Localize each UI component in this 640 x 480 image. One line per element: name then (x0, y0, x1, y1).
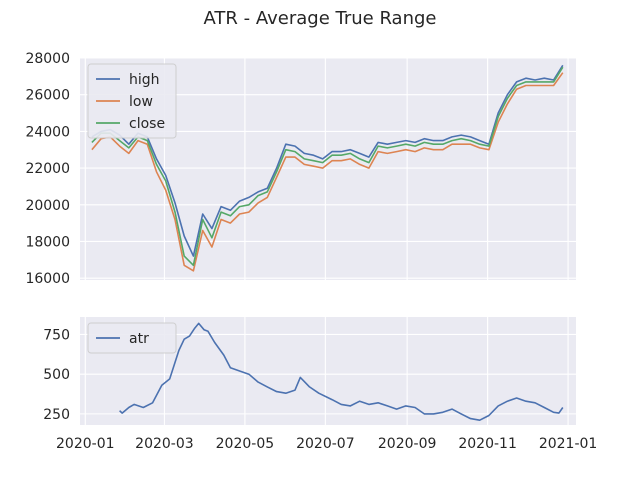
series-line-high (91, 64, 564, 257)
legend-label-high: high (129, 72, 160, 88)
price-ytick-label: 20000 (25, 198, 70, 214)
legend-label-low: low (129, 94, 153, 110)
atr-ytick-label: 250 (43, 407, 70, 423)
price-ytick-label: 16000 (25, 271, 70, 287)
series-line-atr (119, 322, 564, 421)
xtick-label-2020-03: 2020-03 (135, 436, 194, 452)
price-ytick-label: 26000 (25, 88, 70, 104)
price-ytick-label: 22000 (25, 161, 70, 177)
atr-legend-box (87, 322, 177, 354)
legend-label-close: close (129, 116, 165, 132)
atr-legend: atr (87, 322, 177, 354)
xtick-label-2020-01: 2020-01 (56, 436, 115, 452)
series-line-close (91, 66, 564, 267)
atr-ytick-label: 750 (43, 327, 70, 343)
price-legend-box (87, 63, 177, 139)
xtick-label-2020-05: 2020-05 (216, 436, 275, 452)
price-legend: high low close (87, 63, 177, 139)
xtick-label-2021-01: 2021-01 (539, 436, 598, 452)
price-ytick-label: 28000 (25, 51, 70, 67)
atr-panel: 250 500 750 atr (43, 317, 576, 425)
atr-ytick-label: 500 (43, 367, 70, 383)
price-ytick-label: 18000 (25, 234, 70, 250)
chart-title: ATR - Average True Range (204, 8, 437, 29)
series-line-low (91, 72, 564, 272)
price-panel: 16000 18000 20000 22000 24000 26000 28000 high l… (25, 51, 576, 287)
xtick-label-2020-07: 2020-07 (296, 436, 355, 452)
xtick-label-2020-11: 2020-11 (458, 436, 517, 452)
xtick-label-2020-09: 2020-09 (378, 436, 437, 452)
x-axis: 2020-01 2020-03 2020-05 2020-07 2020-09 2020-… (56, 436, 597, 452)
legend-label-atr: atr (129, 331, 149, 347)
price-ytick-label: 24000 (25, 124, 70, 140)
